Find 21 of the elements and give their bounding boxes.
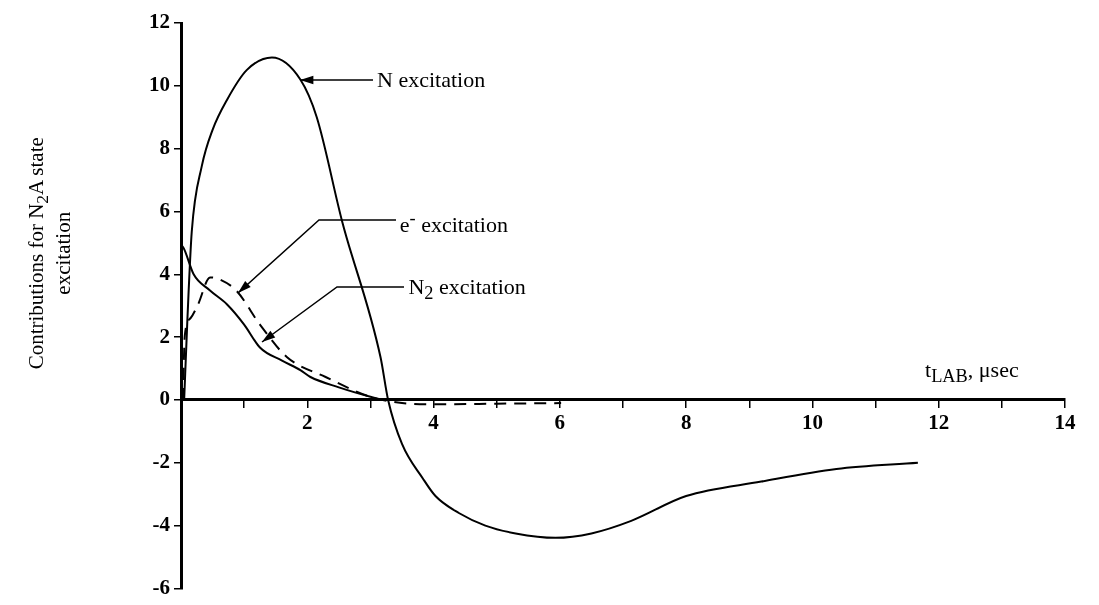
y-tick-label: 12: [149, 9, 170, 34]
y-tick-label: -4: [152, 512, 171, 536]
y-tick-label: 8: [159, 135, 170, 160]
y-tick-label: 6: [159, 197, 170, 222]
x-tick-label: 2: [302, 409, 313, 434]
x-tick-label: 12: [928, 409, 950, 434]
annotation: N$_{2}$ excitation: [408, 274, 526, 304]
y-tick-label: 0: [159, 386, 170, 411]
x-tick-label: 6: [554, 409, 566, 434]
y-tick-label: -6: [152, 574, 170, 599]
y-tick-label: 2: [159, 323, 170, 348]
y-tick-label: 4: [159, 260, 171, 285]
x-tick-label: 4: [428, 409, 440, 434]
y-tick-label: 10: [149, 72, 170, 97]
annotation: e$^{-}$ excitation: [399, 208, 508, 238]
x-tick-label: 10: [801, 409, 823, 434]
y-tick-label: -2: [152, 449, 170, 474]
x-axis-title: t$_{LAB}$, μsec: [925, 357, 1019, 387]
x-tick-label: 8: [680, 409, 692, 434]
x-tick-label: 14: [1054, 409, 1076, 434]
annotation: N excitation: [377, 67, 486, 92]
